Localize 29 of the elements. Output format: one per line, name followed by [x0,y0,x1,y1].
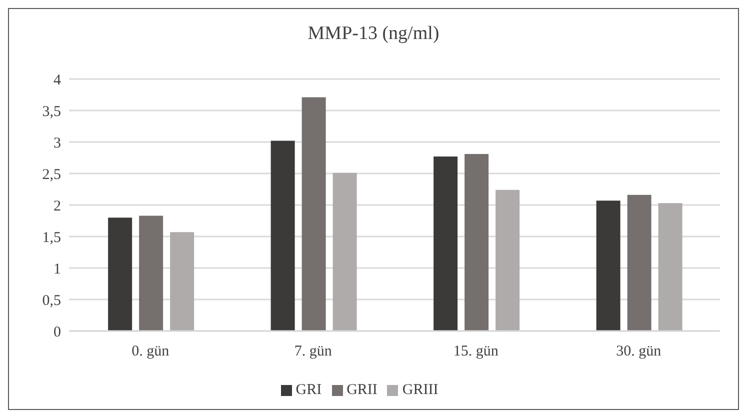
bar [108,218,132,331]
x-tick-label: 0. gün [132,344,170,360]
bar [302,97,326,331]
bar [170,232,194,331]
y-tick-label: 1 [54,261,61,278]
bar [627,194,652,331]
y-tick-label: 3,5 [42,104,61,120]
bar [596,200,620,331]
y-tick-label: 4 [54,72,62,88]
x-tick-label: 7. gün [294,344,332,360]
bar [270,140,295,331]
bar [434,156,458,331]
bar [139,216,164,331]
y-tick-label: 0 [54,324,61,340]
y-tick-label: 0,5 [42,292,61,309]
legend-label: GRI [296,382,322,398]
legend-label: GRIII [402,382,438,398]
bar [332,172,357,331]
x-tick-label: 30. gün [616,344,662,360]
y-tick-label: 1,5 [42,230,61,246]
bar [464,154,489,331]
chart-title: MMP-13 (ng/ml) [306,23,440,45]
y-tick-label: 2 [54,198,61,214]
bar [658,203,682,331]
legend-label: GRII [346,382,378,398]
y-tick-label: 2,5 [42,166,61,183]
x-tick-label: 15. gün [453,344,499,360]
bar [496,190,520,331]
y-tick-label: 3 [54,135,61,152]
